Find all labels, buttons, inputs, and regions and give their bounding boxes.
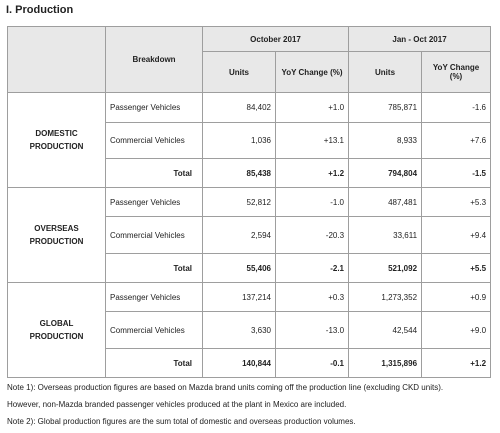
table-row: OVERSEAS PRODUCTION Passenger Vehicles 5…	[7, 187, 492, 283]
header-period-october: October 2017	[201, 26, 350, 52]
table-row: Commercial Vehicles 3,630 -13.0 42,544 +…	[8, 311, 492, 349]
table-row: DOMESTIC PRODUCTION Passenger Vehicles 8…	[7, 92, 492, 188]
cell-oct-yoy: -0.1	[274, 348, 350, 378]
cell-ytd-units: 487,481	[348, 187, 423, 217]
group-label: PRODUCTION	[29, 142, 84, 151]
cell-oct-units: 3,630	[202, 311, 276, 349]
header-units: Units	[348, 51, 423, 93]
group-label: OVERSEAS	[34, 224, 79, 233]
total-row: Total 140,844 -0.1 1,315,896 +1.2	[8, 348, 492, 378]
cell-oct-yoy: -20.3	[274, 216, 350, 254]
group-overseas: OVERSEAS PRODUCTION	[7, 187, 106, 283]
header-breakdown: Breakdown	[105, 26, 203, 93]
cell-oct-units: 55,406	[202, 253, 276, 283]
cell-ytd-units: 521,092	[348, 253, 423, 283]
table-row: Commercial Vehicles 2,594 -20.3 33,611 +…	[8, 216, 492, 254]
cell-ytd-yoy: +9.4	[421, 216, 492, 254]
row-label: Commercial Vehicles	[105, 311, 203, 349]
note-line: Note 1): Overseas production figures are…	[7, 383, 444, 392]
header-yoy: YoY Change (%)	[274, 51, 350, 93]
cell-ytd-yoy: +5.5	[421, 253, 492, 283]
cell-oct-yoy: +13.1	[274, 122, 350, 159]
cell-oct-yoy: +1.0	[274, 92, 350, 123]
cell-ytd-units: 1,315,896	[348, 348, 423, 378]
group-label: PRODUCTION	[29, 332, 84, 341]
cell-oct-units: 1,036	[202, 122, 276, 159]
total-label: Total	[105, 158, 203, 188]
cell-ytd-yoy: -1.5	[421, 158, 492, 188]
row-label: Commercial Vehicles	[105, 122, 203, 159]
group-domestic: DOMESTIC PRODUCTION	[7, 92, 106, 188]
group-label: DOMESTIC	[35, 129, 78, 138]
cell-ytd-units: 8,933	[348, 122, 423, 159]
group-label: GLOBAL	[39, 319, 74, 328]
cell-ytd-yoy: +7.6	[421, 122, 492, 159]
total-row: Total 55,406 -2.1 521,092 +5.5	[8, 253, 492, 283]
cell-oct-units: 85,438	[202, 158, 276, 188]
row-label: Passenger Vehicles	[105, 282, 203, 312]
row-label: Passenger Vehicles	[105, 187, 203, 217]
header-blank	[7, 26, 106, 93]
cell-ytd-units: 785,871	[348, 92, 423, 123]
cell-oct-yoy: -13.0	[274, 311, 350, 349]
cell-oct-units: 137,214	[202, 282, 276, 312]
note-line: However, non-Mazda branded passenger veh…	[7, 400, 347, 409]
cell-ytd-yoy: +1.2	[421, 348, 492, 378]
cell-ytd-units: 42,544	[348, 311, 423, 349]
group-label: PRODUCTION	[29, 237, 84, 246]
cell-ytd-units: 794,804	[348, 158, 423, 188]
table-row: GLOBAL PRODUCTION Passenger Vehicles 137…	[7, 282, 492, 378]
row-label: Passenger Vehicles	[105, 92, 203, 123]
cell-ytd-yoy: +0.9	[421, 282, 492, 312]
cell-oct-yoy: +1.2	[274, 158, 350, 188]
row-label: Commercial Vehicles	[105, 216, 203, 254]
cell-oct-yoy: +0.3	[274, 282, 350, 312]
cell-ytd-yoy: -1.6	[421, 92, 492, 123]
cell-ytd-units: 33,611	[348, 216, 423, 254]
cell-ytd-yoy: +5.3	[421, 187, 492, 217]
group-global: GLOBAL PRODUCTION	[7, 282, 106, 378]
header-yoy: YoY Change (%)	[421, 51, 492, 93]
cell-ytd-yoy: +9.0	[421, 311, 492, 349]
page-title: I. Production	[6, 4, 74, 16]
cell-oct-yoy: -1.0	[274, 187, 350, 217]
cell-oct-units: 84,402	[202, 92, 276, 123]
notes: Note 1): Overseas production figures are…	[7, 379, 443, 430]
note-line: Note 2): Global production figures are t…	[7, 417, 356, 426]
total-label: Total	[105, 253, 203, 283]
cell-oct-units: 140,844	[202, 348, 276, 378]
cell-oct-yoy: -2.1	[274, 253, 350, 283]
cell-oct-units: 52,812	[202, 187, 276, 217]
total-label: Total	[105, 348, 203, 378]
production-table: Breakdown October 2017 Jan - Oct 2017 Un…	[7, 26, 492, 378]
cell-oct-units: 2,594	[202, 216, 276, 254]
cell-ytd-units: 1,273,352	[348, 282, 423, 312]
table-row: Commercial Vehicles 1,036 +13.1 8,933 +7…	[8, 122, 492, 159]
header-units: Units	[202, 51, 276, 93]
header-period-ytd: Jan - Oct 2017	[348, 26, 492, 52]
